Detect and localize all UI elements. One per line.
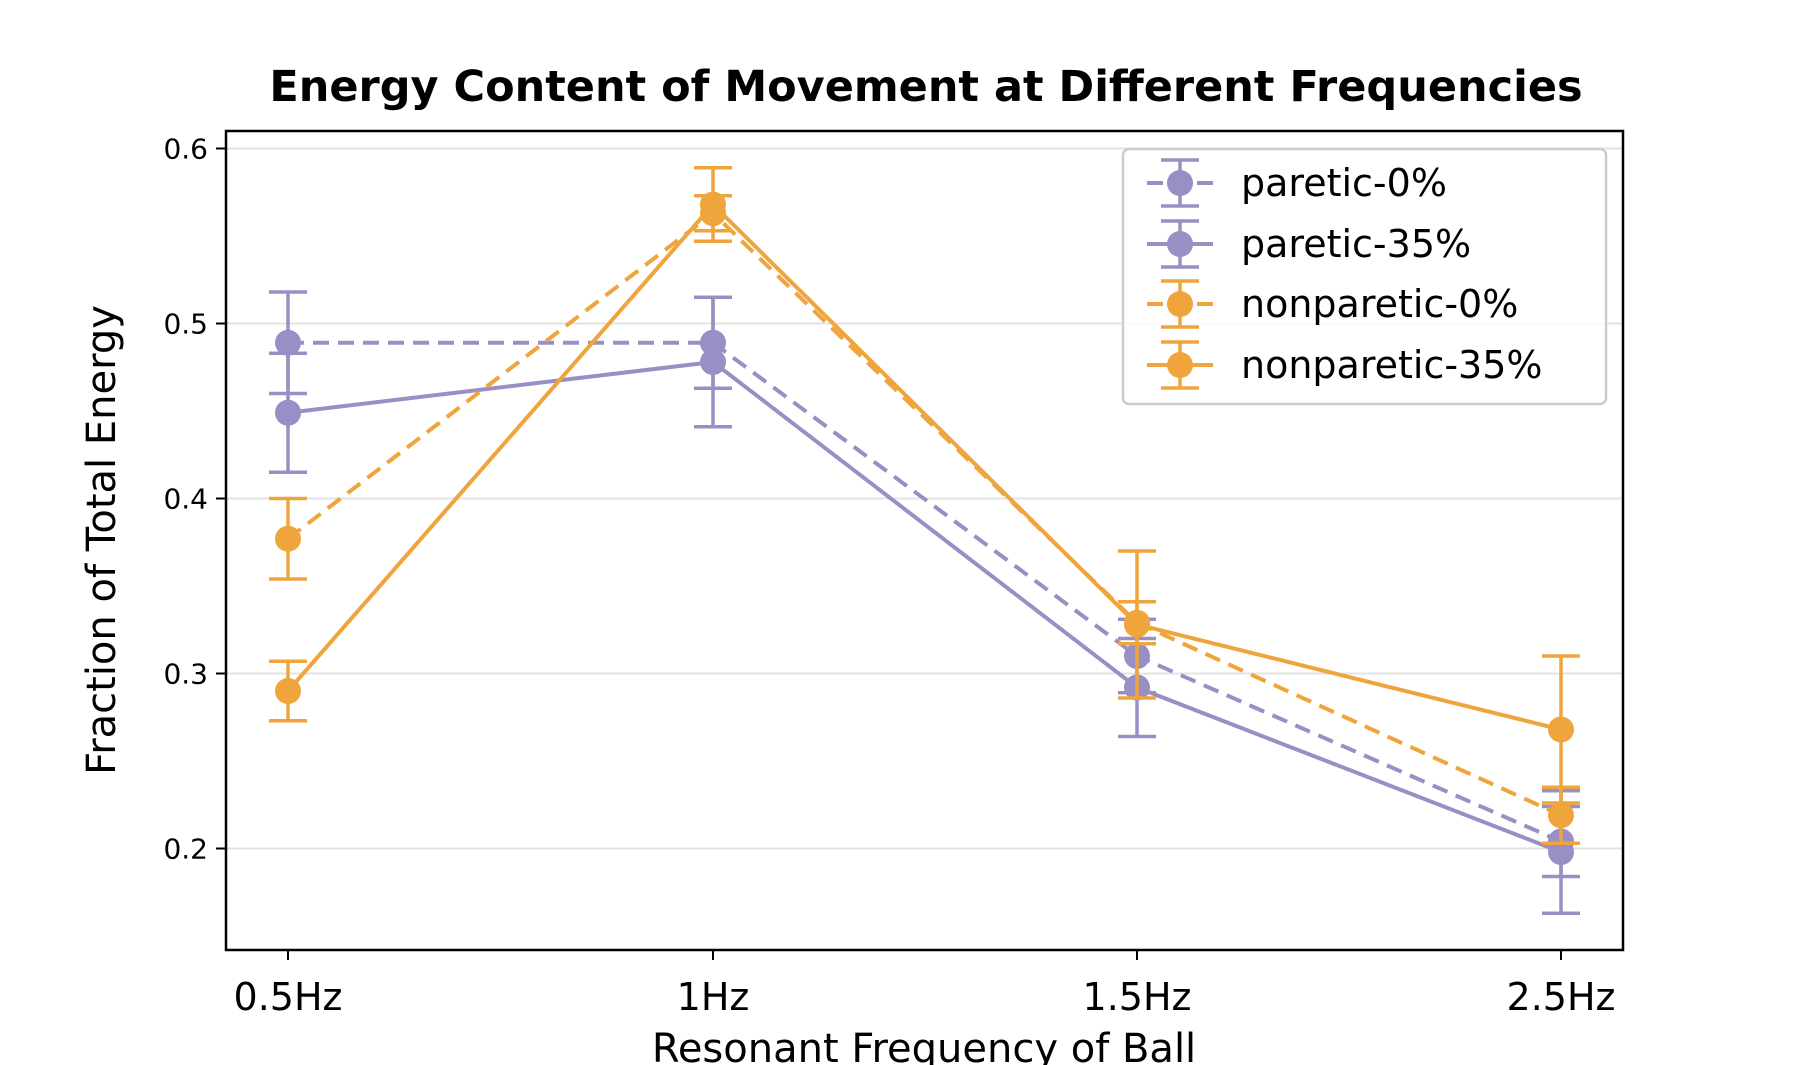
legend-marker <box>1167 170 1193 196</box>
legend-box <box>1121 147 1608 406</box>
legend-label: paretic-0% <box>1241 161 1447 205</box>
series-paretic-35 <box>269 295 1580 915</box>
y-axis-label: Fraction of Total Energy <box>79 305 125 775</box>
legend-item: paretic-35% <box>1147 219 1471 269</box>
legend-label: nonparetic-0% <box>1241 282 1518 326</box>
data-point <box>1548 802 1574 829</box>
series-line <box>286 202 1562 732</box>
legend-label: nonparetic-35% <box>1241 343 1543 387</box>
y-tick-label: 0.3 <box>163 658 208 691</box>
plot-frame <box>224 129 1625 952</box>
data-point <box>1124 611 1150 638</box>
legend-item: nonparetic-35% <box>1147 340 1543 390</box>
data-point <box>1548 839 1574 865</box>
y-tick-label: 0.6 <box>163 133 208 166</box>
legend-marker <box>1167 352 1193 378</box>
x-axis-label: Resonant Frequency of Ball <box>652 1026 1196 1065</box>
series-line <box>287 360 1562 854</box>
data-point <box>700 349 726 375</box>
series-line <box>288 340 1562 844</box>
data-point <box>700 191 726 218</box>
legend-marker <box>1167 291 1193 317</box>
x-tick-label: 0.5Hz <box>234 975 343 1019</box>
y-tick-label: 0.2 <box>163 833 208 866</box>
x-tick-label: 1Hz <box>677 975 750 1019</box>
legend-marker <box>1167 231 1193 257</box>
y-tick-label: 0.4 <box>163 483 208 516</box>
legend-label: paretic-35% <box>1241 222 1471 266</box>
legend-item: paretic-0% <box>1147 158 1447 208</box>
data-point <box>275 678 301 704</box>
legend: paretic-0% paretic-35% nonparetic-0% nonpar… <box>1121 147 1608 406</box>
data-point <box>275 525 301 552</box>
data-point <box>1548 716 1574 743</box>
y-tick-label: 0.5 <box>163 308 208 341</box>
series-nonparetic-35 <box>269 166 1580 805</box>
data-point <box>275 399 301 426</box>
data-point <box>275 329 301 356</box>
x-tick-label: 2.5Hz <box>1507 975 1616 1019</box>
series-line <box>286 211 1562 818</box>
chart-title: Energy Content of Movement at Different … <box>269 62 1582 112</box>
x-tick-label: 1.5Hz <box>1083 975 1192 1019</box>
legend-item: nonparetic-0% <box>1147 279 1518 329</box>
